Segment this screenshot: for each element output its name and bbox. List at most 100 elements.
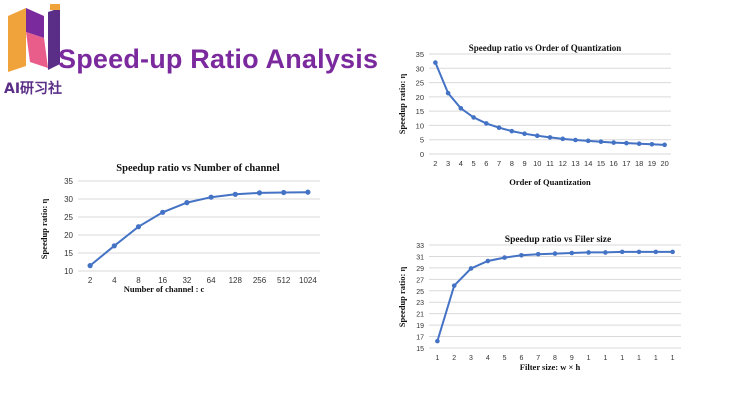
x-tick-label: 4 [486, 355, 490, 362]
x-tick-label: 7 [536, 355, 540, 362]
y-axis-label: Speedup ratio: η [397, 267, 407, 328]
ai-logo-icon [8, 4, 60, 72]
x-tick-label: 18 [635, 159, 643, 168]
x-tick-label: 9 [570, 355, 574, 362]
y-tick-label: 33 [416, 243, 424, 250]
x-tick-label: 32 [182, 276, 191, 285]
data-point [111, 243, 117, 249]
data-point [87, 263, 93, 269]
x-tick-label: 1 [603, 355, 607, 362]
x-tick-label: 16 [158, 276, 167, 285]
x-tick-label: 16 [610, 159, 618, 168]
data-point [552, 251, 558, 256]
x-axis-label: Number of channel : c [124, 284, 205, 294]
y-tick-label: 31 [416, 254, 424, 261]
y-tick-label: 20 [64, 231, 73, 240]
data-point [519, 253, 524, 258]
x-tick-label: 8 [136, 276, 141, 285]
x-tick-label: 20 [660, 159, 668, 168]
x-tick-label: 3 [446, 159, 450, 168]
x-tick-label: 17 [622, 159, 630, 168]
data-point [451, 283, 457, 288]
y-tick-label: 0 [420, 150, 424, 159]
y-tick-label: 30 [64, 195, 73, 204]
x-tick-label: 9 [522, 159, 526, 168]
data-point [208, 194, 214, 200]
x-tick-label: 1 [587, 355, 591, 362]
x-tick-label: 1 [620, 355, 624, 362]
y-tick-label: 25 [416, 79, 424, 88]
y-tick-label: 35 [64, 177, 73, 186]
data-point [636, 249, 642, 255]
x-tick-label: 2 [452, 355, 456, 362]
y-tick-label: 10 [416, 121, 424, 130]
slide-title: Speed-up Ratio Analysis [58, 44, 379, 74]
series-line [434, 62, 665, 146]
data-point [670, 249, 675, 255]
x-tick-label: 4 [459, 159, 463, 168]
data-point [484, 121, 489, 126]
x-tick-label: 13 [571, 159, 579, 168]
x-axis-label: Order of Quantization [509, 177, 591, 187]
data-point [135, 224, 142, 230]
data-point [256, 190, 263, 196]
data-point [468, 266, 474, 271]
data-point [485, 258, 491, 264]
data-point [458, 105, 464, 111]
x-tick-label: 7 [497, 159, 501, 168]
x-tick-label: 1 [654, 355, 658, 362]
data-point [232, 191, 238, 197]
series-line [436, 250, 673, 342]
data-point [585, 138, 591, 144]
chart-order-of-quantization: Speedup ratio vs Order of Quantization O… [397, 43, 671, 187]
x-tick-label: 14 [584, 159, 592, 168]
data-point [603, 250, 608, 255]
data-point [471, 115, 476, 120]
x-axis-label: Filter size: w × h [520, 362, 581, 372]
logo-text: AI研习社 [4, 81, 63, 97]
y-tick-label: 29 [416, 266, 424, 273]
data-point [435, 338, 440, 344]
data-point [160, 209, 166, 215]
data-point [611, 140, 616, 145]
data-point [509, 128, 515, 134]
x-tick-label: 15 [597, 159, 605, 168]
x-tick-label: 5 [503, 355, 507, 362]
x-tick-label: 128 [229, 276, 243, 285]
x-tick-label: 512 [277, 276, 291, 285]
data-point [624, 140, 629, 146]
data-point [433, 60, 438, 65]
x-tick-label: 5 [471, 159, 475, 168]
series-line [89, 191, 308, 267]
x-tick-label: 256 [253, 276, 267, 285]
chart-filter-size: Speedup ratio vs Filer size Filter size:… [397, 235, 681, 372]
chart-number-of-channel: Speedup ratio vs Number of channel Numbe… [39, 163, 320, 294]
x-tick-label: 3 [469, 355, 473, 362]
data-point [184, 200, 190, 206]
x-tick-label: 4 [112, 276, 117, 285]
y-tick-label: 5 [420, 136, 424, 145]
x-tick-label: 8 [553, 355, 557, 362]
x-tick-label: 6 [484, 159, 488, 168]
x-tick-label: 11 [546, 159, 554, 168]
x-tick-label: 1 [671, 355, 675, 362]
data-point [662, 142, 667, 148]
x-tick-label: 1024 [299, 276, 317, 285]
chart-title: Speedup ratio vs Order of Quantization [469, 43, 622, 53]
y-tick-label: 25 [64, 213, 73, 222]
data-point [547, 135, 553, 140]
y-tick-label: 15 [64, 249, 73, 258]
y-tick-label: 27 [416, 277, 424, 284]
data-point [496, 125, 502, 131]
data-point [653, 249, 659, 255]
y-tick-label: 20 [416, 93, 424, 102]
data-point [649, 141, 655, 147]
y-axis-label: Speedup ratio: η [39, 199, 49, 260]
data-point [281, 189, 287, 196]
y-tick-label: 15 [416, 107, 424, 116]
data-point [445, 90, 451, 96]
x-tick-label: 12 [559, 159, 567, 168]
y-tick-label: 19 [416, 323, 424, 330]
data-point [502, 255, 507, 260]
